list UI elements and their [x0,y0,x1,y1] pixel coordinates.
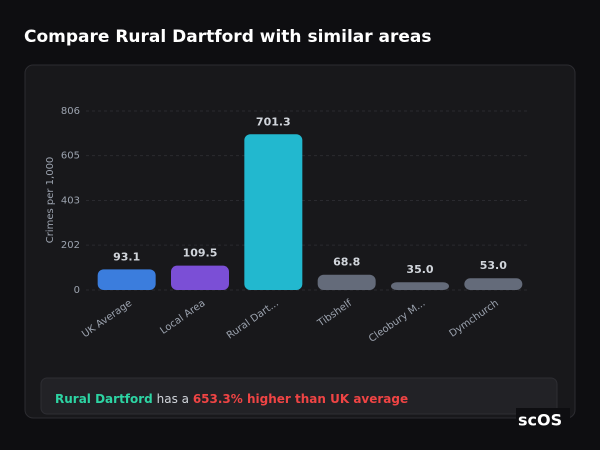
y-tick-label: 806 [61,106,80,117]
y-tick-label: 403 [61,196,80,207]
value-label: 109.5 [183,247,218,260]
bar [464,278,523,290]
value-label: 53.0 [480,259,507,272]
bar [317,274,376,290]
summary-text: has a [157,392,189,406]
page-title: Compare Rural Dartford with similar area… [24,27,432,47]
logo-bg [516,408,570,430]
y-axis-label: Crimes per 1,000 [45,157,56,244]
summary-area: Rural Dartford [55,392,153,406]
value-label: 701.3 [256,115,291,128]
value-label: 35.0 [406,263,433,276]
summary-delta: 653.3% higher than UK average [193,392,408,406]
summary: Rural Dartford has a 653.3% higher than … [55,392,408,406]
y-tick-label: 202 [61,240,80,251]
value-label: 93.1 [113,250,140,263]
y-tick-label: 605 [61,151,80,162]
value-label: 68.8 [333,256,360,269]
bar [97,269,156,290]
bar [171,265,229,290]
bar [244,134,303,290]
y-tick-label: 0 [74,285,80,296]
logo: scOS [518,411,562,430]
summary-box [40,377,558,415]
bar [391,282,449,290]
